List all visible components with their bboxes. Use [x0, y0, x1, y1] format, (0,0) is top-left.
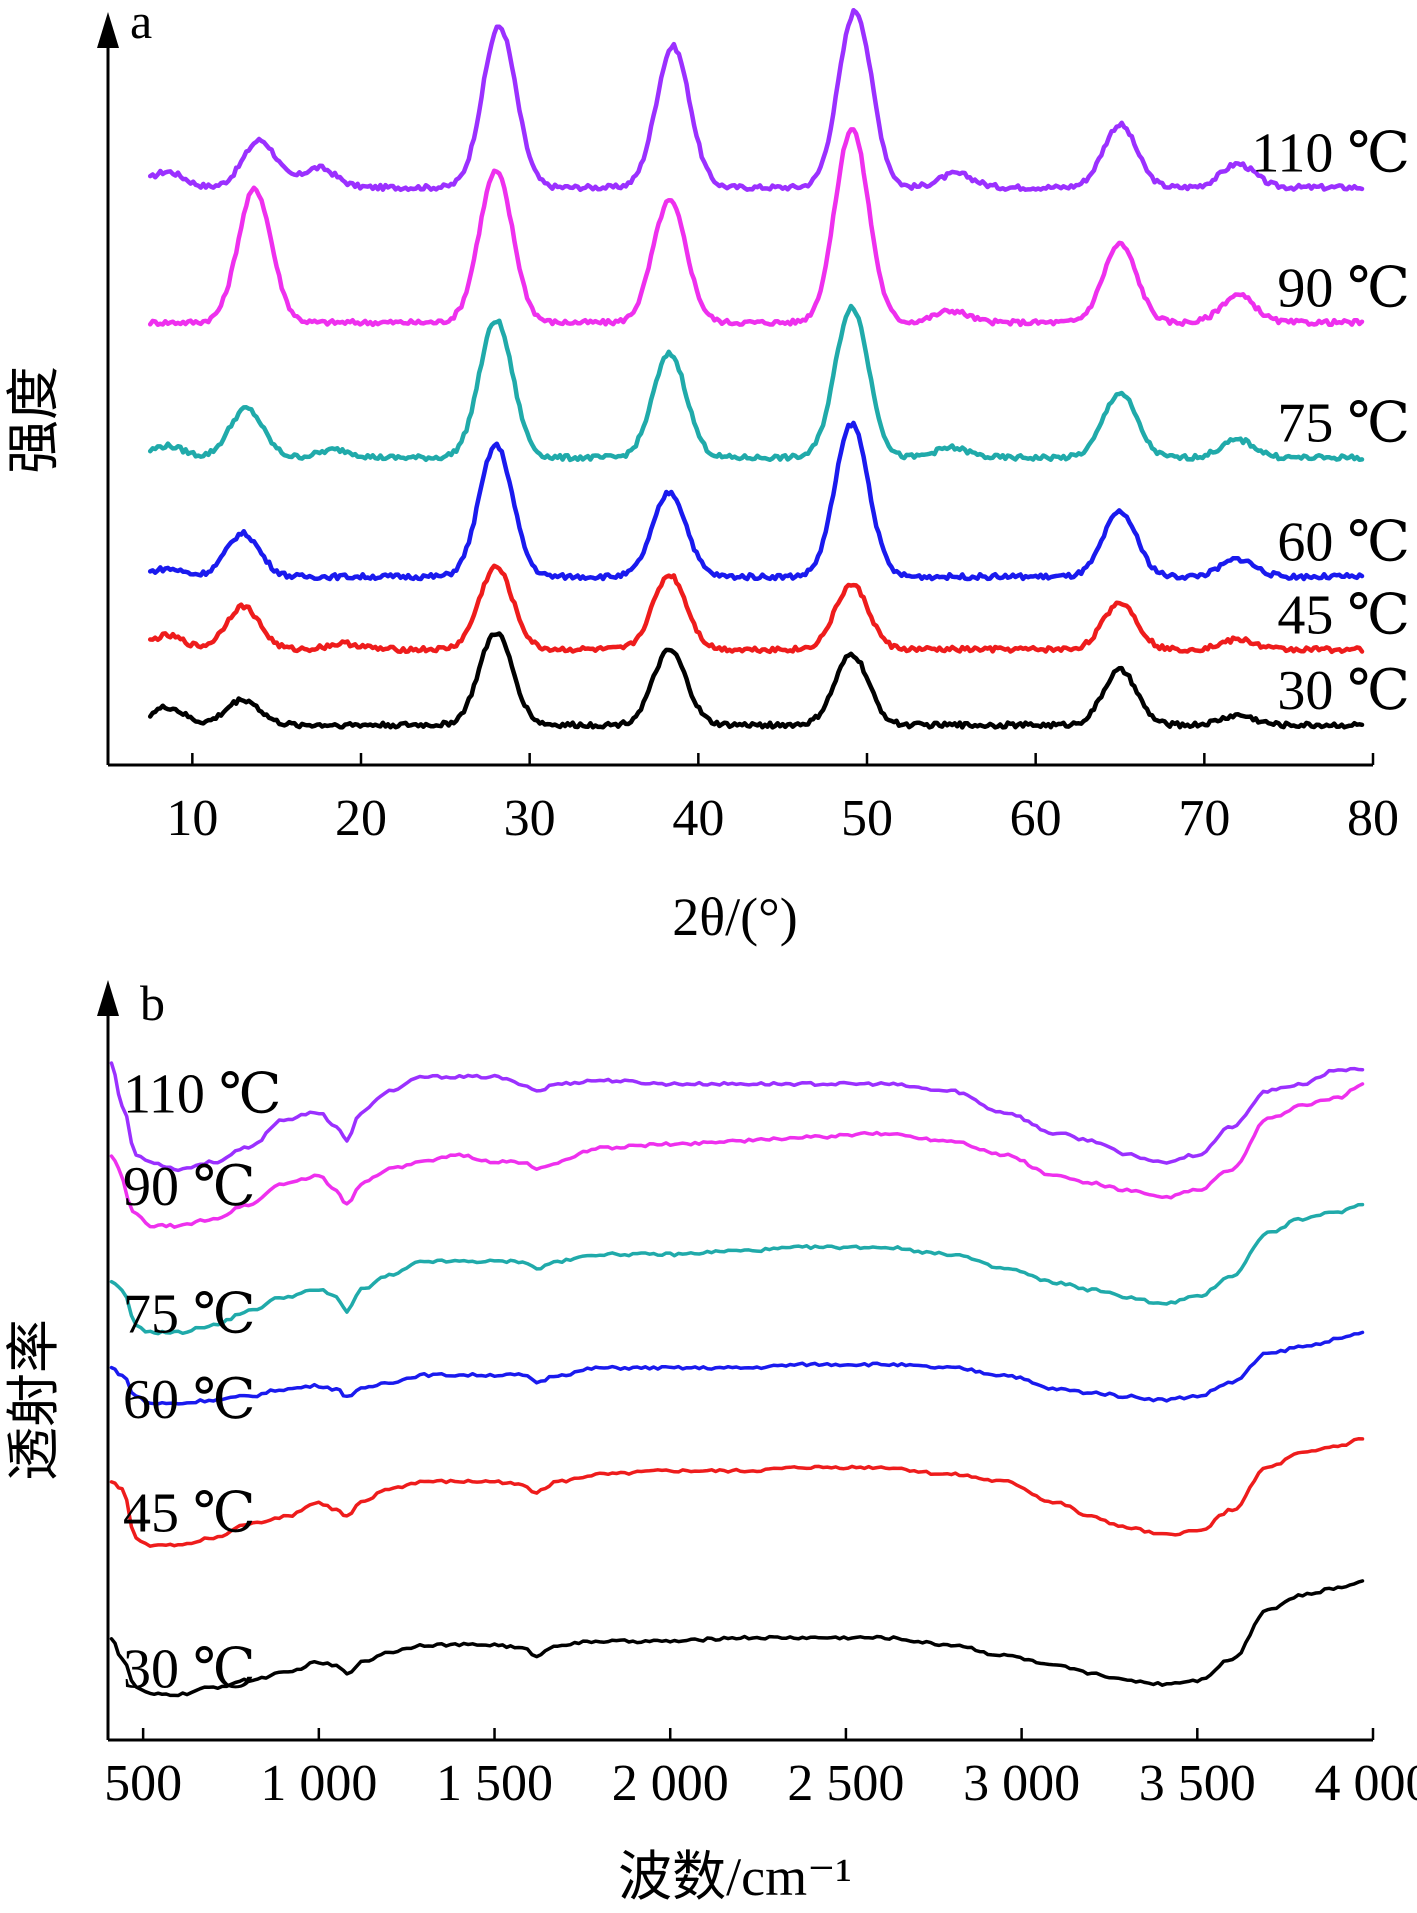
panel-a-x-tick-label: 50 — [841, 790, 893, 847]
panel-b-y-arrow — [97, 980, 119, 1016]
panel-b-label: b — [140, 975, 165, 1031]
panel-b-x-tick-label: 3 500 — [1139, 1755, 1256, 1812]
panel-b-x-tick-label: 2 000 — [612, 1755, 729, 1812]
panel-b-series-line — [109, 1330, 1365, 1406]
panel-b-series-line — [109, 1202, 1365, 1336]
panel-a-y-arrow — [97, 12, 119, 48]
panel-a-x-tick-label: 80 — [1347, 790, 1399, 847]
panel-b-series-line — [109, 1061, 1365, 1173]
panel-a-series-line — [147, 563, 1365, 655]
panel-a-series: 110 ℃ 90 ℃ 75 ℃ 60 ℃ 45 ℃ 30 ℃ — [147, 7, 1410, 730]
panel-a-series-line — [147, 420, 1365, 582]
panel-b-series-label: 90 ℃ — [123, 1156, 256, 1218]
panel-b-x-axis-title: 波数/cm⁻¹ — [618, 1847, 852, 1907]
panel-a-series-label: 45 ℃ — [1277, 584, 1410, 646]
panel-a-series-line — [147, 303, 1365, 463]
panel-a-label: a — [130, 0, 152, 49]
panel-b-x-tick-label: 500 — [104, 1755, 182, 1812]
panel-b-series-line — [109, 1082, 1365, 1229]
panel-b-series: 110 ℃ 90 ℃ 75 ℃ 60 ℃ 45 ℃ 30 ℃ — [109, 1061, 1365, 1701]
panel-b-x-tick-label: 4 000 — [1315, 1755, 1417, 1812]
panel-a-series-line — [147, 7, 1365, 193]
panel-a-series-label: 90 ℃ — [1277, 258, 1410, 320]
panel-b-x-tick-label: 1 000 — [260, 1755, 377, 1812]
panel-a-x-tick-label: 60 — [1010, 790, 1062, 847]
panel-b-series-label: 45 ℃ — [123, 1483, 256, 1545]
panel-a-x-tick-label: 30 — [504, 790, 556, 847]
panel-a-y-axis-title: 强度 — [4, 366, 64, 474]
panel-b-series-label: 30 ℃ — [123, 1639, 256, 1701]
panel-a-series-line — [147, 631, 1365, 730]
panel-a-x-tick-label: 70 — [1178, 790, 1230, 847]
panel-a-series-line — [147, 127, 1365, 328]
panel-a-series-label: 30 ℃ — [1277, 660, 1410, 722]
panel-b-x-ticks: 500 1 000 1 500 2 000 2 500 3 000 3 500 4 000 — [104, 1728, 1417, 1812]
panel-a-x-axis-title: 2θ/(°) — [672, 887, 797, 947]
panel-b-series-label: 110 ℃ — [123, 1064, 282, 1126]
panel-b-x-tick-label: 3 000 — [963, 1755, 1080, 1812]
panel-b-x-tick-label: 1 500 — [436, 1755, 553, 1812]
panel-b-x-tick-label: 2 500 — [787, 1755, 904, 1812]
panel-b-series-label: 60 ℃ — [123, 1369, 256, 1431]
panel-a-series-label: 60 ℃ — [1277, 512, 1410, 574]
panel-a-series-label: 75 ℃ — [1277, 393, 1410, 455]
panel-a: a 10 20 30 40 50 60 70 80 110 ℃ 90 ℃ 75 ℃ 60 ℃ 45 ℃… — [4, 0, 1410, 947]
panel-b: b 500 1 000 1 500 2 000 2 500 3 000 3 500 4 000… — [4, 975, 1417, 1907]
panel-b-series-label: 75 ℃ — [123, 1284, 256, 1346]
panel-b-y-axis-title: 透射率 — [4, 1319, 64, 1481]
panel-b-series-line — [109, 1437, 1365, 1548]
panel-a-x-tick-label: 20 — [335, 790, 387, 847]
panel-a-x-tick-label: 10 — [166, 790, 218, 847]
panel-a-x-tick-label: 40 — [672, 790, 724, 847]
panel-a-x-ticks: 10 20 30 40 50 60 70 80 — [166, 753, 1399, 847]
panel-a-series-label: 110 ℃ — [1251, 122, 1410, 184]
panel-b-series-line — [109, 1579, 1365, 1698]
